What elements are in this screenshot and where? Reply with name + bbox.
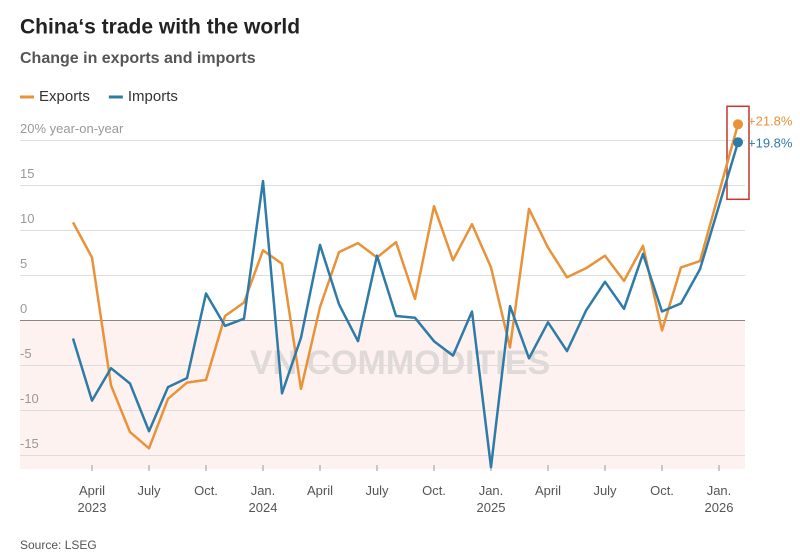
x-tick-label: April [306,483,333,498]
y-tick-label: 0 [20,301,27,316]
x-tick-label: Oct. [650,483,674,498]
y-tick-label: -10 [20,391,39,406]
highlight-box [726,105,750,201]
value-label: +19.8% [748,136,793,151]
x-tick-label: April [534,483,561,498]
x-tick-label: July [365,483,389,498]
x-tick-label: Jan. 2025 [476,483,506,515]
x-tick-label: Oct. [422,483,446,498]
negative-region [20,320,745,469]
x-tick-label: Jan. 2024 [248,483,278,515]
y-tick-label: -5 [20,346,32,361]
end-dot [733,119,743,130]
series-line [71,123,740,450]
value-label: +21.8% [748,114,793,129]
y-tick-label: 10 [20,211,34,226]
series-line [71,141,740,469]
end-dot [733,137,743,148]
source: Source: LSEG [20,538,97,552]
y-tick-label: 20% year-on-year [20,121,124,136]
x-tick-label: Oct. [194,483,218,498]
y-tick-label: -15 [20,436,39,451]
legend-label: Imports [128,88,178,105]
y-tick-label: 15 [20,166,34,181]
x-tick-label: July [593,483,617,498]
x-tick-label: April 2023 [77,483,107,515]
x-tick-label: July [137,483,161,498]
chart-subtitle: Change in exports and imports [20,50,256,67]
chart-title: China‘s trade with the world [20,16,300,39]
y-tick-label: 5 [20,256,27,271]
legend-label: Exports [39,88,90,105]
x-tick-label: Jan. 2026 [704,483,734,515]
